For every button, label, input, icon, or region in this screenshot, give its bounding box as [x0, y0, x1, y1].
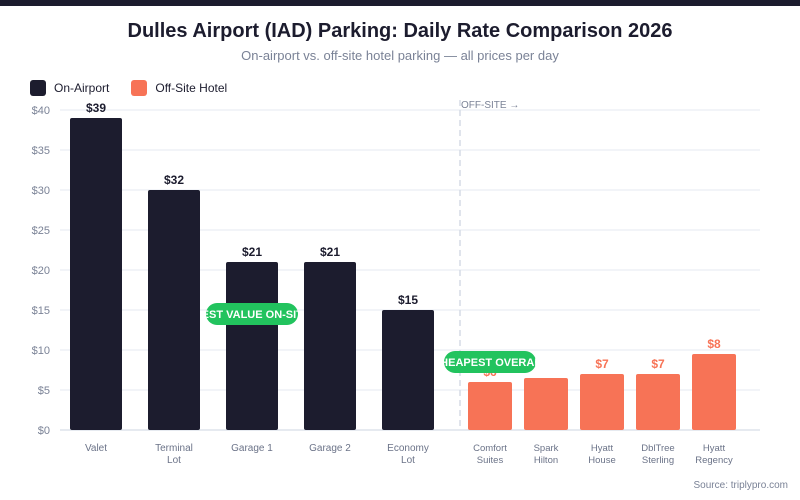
- bar: [148, 190, 200, 430]
- bar: [580, 374, 624, 430]
- x-tick-label: Economy: [387, 443, 429, 454]
- x-tick-label: Valet: [85, 443, 107, 454]
- data-label: $7: [595, 357, 609, 371]
- y-tick-label: $0: [38, 425, 50, 437]
- y-tick-label: $30: [32, 185, 50, 197]
- x-tick-label: Suites: [477, 455, 504, 466]
- legend-label: Off-Site Hotel: [155, 81, 228, 95]
- y-tick-label: $10: [32, 345, 50, 357]
- y-tick-label: $40: [32, 105, 50, 117]
- data-label: $21: [320, 245, 340, 259]
- chart-subtitle: On-airport vs. off-site hotel parking — …: [241, 48, 559, 63]
- data-label: $8: [707, 337, 721, 351]
- x-tick-label: Garage 2: [309, 443, 351, 454]
- y-tick-label: $15: [32, 305, 50, 317]
- x-tick-label: Regency: [695, 455, 733, 466]
- data-label: $32: [164, 173, 184, 187]
- bar: [524, 378, 568, 430]
- annotation-label: BEST VALUE ON-SITE: [194, 309, 311, 321]
- x-tick-label: Hyatt: [591, 443, 614, 454]
- y-tick-label: $20: [32, 265, 50, 277]
- bar: [70, 118, 122, 430]
- x-tick-label: Garage 1: [231, 443, 273, 454]
- bar: [382, 310, 434, 430]
- annotation-badge: [206, 303, 298, 325]
- y-tick-label: $35: [32, 145, 50, 157]
- x-tick-label: Sterling: [642, 455, 674, 466]
- x-tick-label: Hyatt: [703, 443, 726, 454]
- bar: [468, 382, 512, 430]
- x-tick-label: DblTree: [641, 443, 674, 454]
- x-tick-label: Hilton: [534, 455, 558, 466]
- legend-item-on-airport: On-Airport: [30, 80, 109, 96]
- bar: [226, 262, 278, 430]
- y-tick-label: $25: [32, 225, 50, 237]
- data-label: $39: [86, 101, 106, 115]
- legend-item-off-site: Off-Site Hotel: [131, 80, 227, 96]
- divider-label: OFF-SITE →: [461, 100, 519, 111]
- legend: On-Airport Off-Site Hotel: [30, 80, 227, 96]
- bar: [692, 354, 736, 430]
- x-tick-label: House: [588, 455, 615, 466]
- x-tick-label: Spark: [534, 443, 559, 454]
- legend-swatch: [131, 80, 148, 96]
- legend-label: On-Airport: [54, 81, 110, 95]
- x-tick-label: Comfort: [473, 443, 507, 454]
- annotation-badge: [444, 351, 536, 373]
- bar: [636, 374, 680, 430]
- bar: [304, 262, 356, 430]
- data-label: $15: [398, 293, 418, 307]
- source: Source: triplypro.com: [693, 480, 788, 491]
- chart-title: Dulles Airport (IAD) Parking: Daily Rate…: [127, 20, 673, 42]
- x-tick-label: Lot: [401, 455, 415, 466]
- data-label: $7: [651, 357, 665, 371]
- x-tick-label: Terminal: [155, 443, 193, 454]
- legend-swatch: [30, 80, 46, 96]
- y-tick-label: $5: [38, 385, 50, 397]
- x-tick-label: Lot: [167, 455, 181, 466]
- annotation-label: CHEAPEST OVERALL: [432, 357, 548, 369]
- data-label: $21: [242, 245, 262, 259]
- top-bar: [0, 0, 800, 6]
